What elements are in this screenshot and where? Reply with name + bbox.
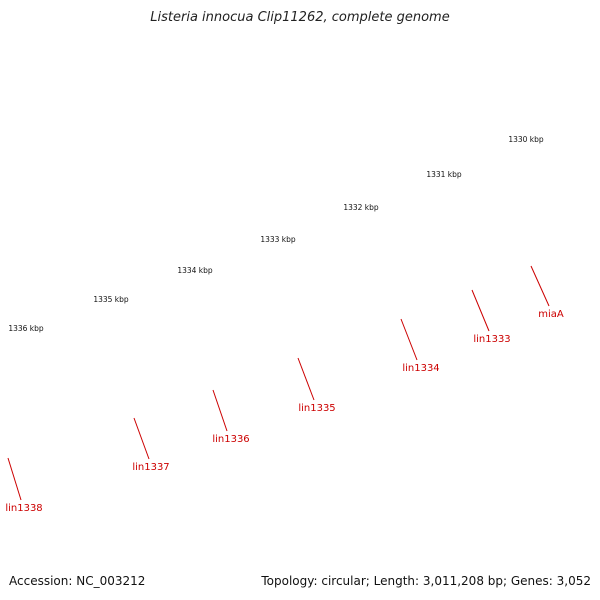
gene-label: lin1338	[5, 503, 42, 514]
kbp-label: 1332 kbp	[343, 203, 379, 212]
gene-label: lin1337	[132, 462, 169, 473]
gene-labels: miaA lin1333 lin1334 lin1335 lin1336 lin1337 l…	[5, 309, 564, 514]
kbp-label: 1335 kbp	[93, 295, 129, 304]
accession-text: Accession: NC_003212	[9, 574, 146, 588]
leader-line	[400, 318, 418, 361]
kbp-labels: 1330 kbp 1331 kbp 1332 kbp 1333 kbp 1334 kbp…	[8, 135, 544, 333]
gene-label: lin1335	[298, 403, 335, 414]
kbp-label: 1336 kbp	[8, 324, 44, 333]
gene-label: miaA	[538, 309, 564, 320]
kbp-label: 1333 kbp	[260, 235, 296, 244]
leader-line	[212, 389, 228, 432]
kbp-label: 1330 kbp	[508, 135, 544, 144]
leader-line	[297, 357, 315, 401]
kbp-label: 1331 kbp	[426, 170, 462, 179]
genome-summary-text: Topology: circular; Length: 3,011,208 bp…	[261, 574, 591, 588]
leader-line	[133, 417, 150, 460]
gene-label: lin1336	[212, 434, 249, 445]
gene-label: lin1334	[402, 363, 439, 374]
label-leader-lines	[7, 265, 550, 501]
gene-label: lin1333	[473, 334, 510, 345]
map-title: Listeria innocua Clip11262, complete gen…	[150, 10, 450, 25]
leader-line	[471, 289, 490, 332]
leader-line	[7, 457, 22, 501]
leader-line	[530, 265, 550, 307]
kbp-label: 1334 kbp	[177, 266, 213, 275]
